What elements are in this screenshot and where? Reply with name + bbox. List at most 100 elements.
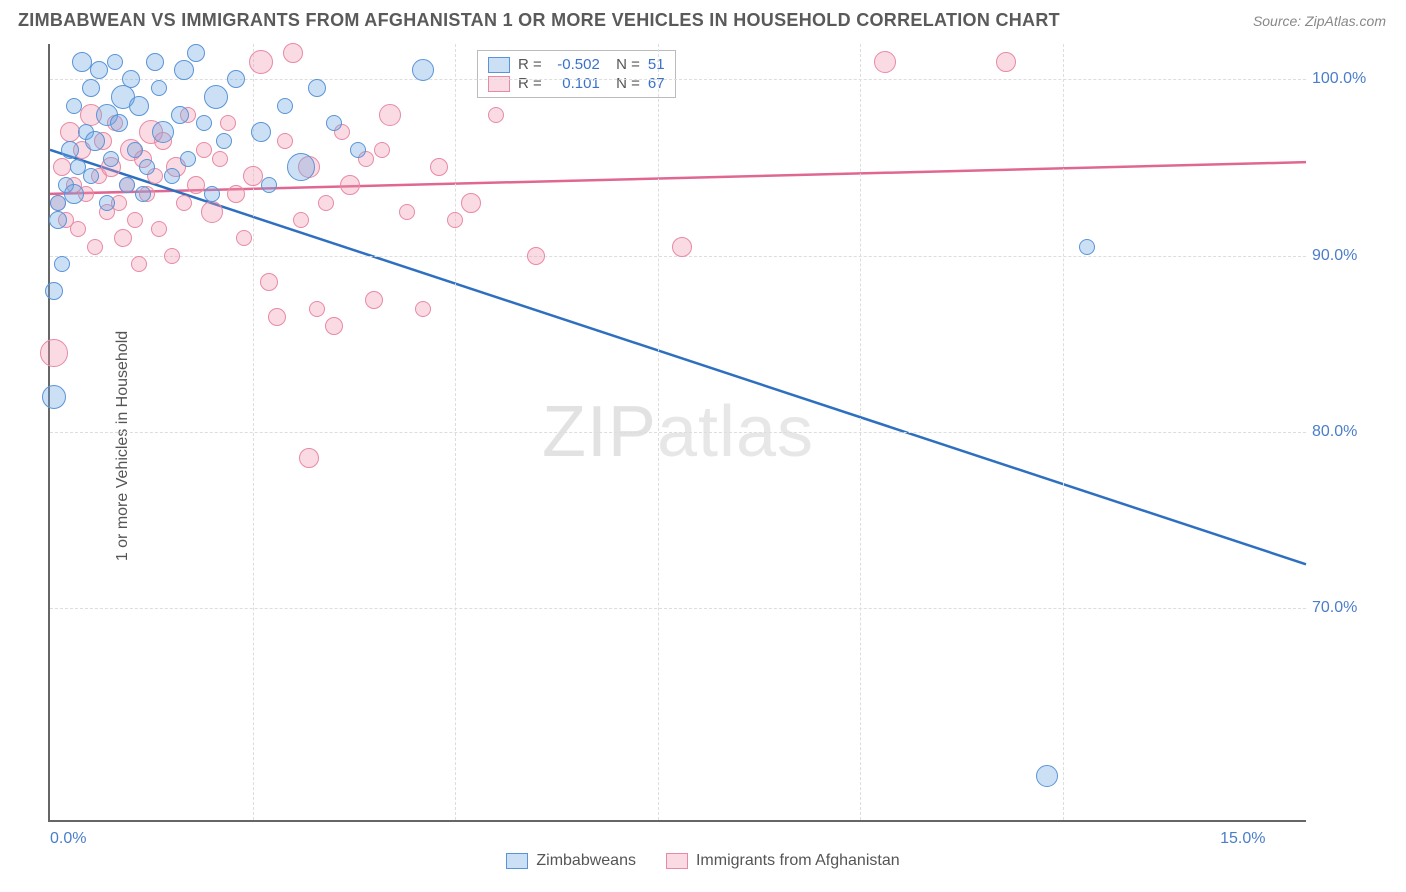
data-point-pink bbox=[340, 175, 360, 195]
source-label: Source: ZipAtlas.com bbox=[1253, 13, 1386, 29]
data-point-pink bbox=[201, 201, 223, 223]
stat-r-label: R = bbox=[518, 75, 542, 92]
data-point-blue bbox=[216, 133, 232, 149]
trend-line bbox=[50, 150, 1306, 564]
data-point-blue bbox=[180, 151, 196, 167]
data-point-blue bbox=[54, 256, 70, 272]
gridline-h bbox=[50, 432, 1306, 433]
data-point-blue bbox=[261, 177, 277, 193]
data-point-blue bbox=[151, 80, 167, 96]
data-point-pink bbox=[365, 291, 383, 309]
data-point-pink bbox=[299, 448, 319, 468]
data-point-blue bbox=[64, 184, 84, 204]
data-point-blue bbox=[251, 122, 271, 142]
data-point-blue bbox=[129, 96, 149, 116]
data-point-pink bbox=[114, 229, 132, 247]
data-point-blue bbox=[66, 98, 82, 114]
x-tick-label: 0.0% bbox=[50, 830, 86, 848]
data-point-blue bbox=[119, 177, 135, 193]
data-point-pink bbox=[164, 248, 180, 264]
data-point-blue bbox=[85, 131, 105, 151]
data-point-pink bbox=[527, 247, 545, 265]
data-point-blue bbox=[287, 153, 315, 181]
data-point-blue bbox=[204, 186, 220, 202]
data-point-pink bbox=[293, 212, 309, 228]
data-point-pink bbox=[488, 107, 504, 123]
stat-r-pink: 0.101 bbox=[550, 75, 600, 92]
data-point-blue bbox=[61, 141, 79, 159]
stat-n-blue: 51 bbox=[648, 56, 665, 73]
y-tick-label: 90.0% bbox=[1312, 247, 1392, 265]
gridline-v bbox=[860, 44, 861, 820]
data-point-pink bbox=[996, 52, 1016, 72]
y-tick-label: 80.0% bbox=[1312, 423, 1392, 441]
swatch-blue bbox=[506, 853, 528, 869]
data-point-pink bbox=[399, 204, 415, 220]
data-point-pink bbox=[176, 195, 192, 211]
data-point-blue bbox=[308, 79, 326, 97]
data-point-pink bbox=[309, 301, 325, 317]
legend-label-blue: Zimbabweans bbox=[536, 852, 636, 870]
data-point-pink bbox=[268, 308, 286, 326]
gridline-v bbox=[455, 44, 456, 820]
gridline-v bbox=[658, 44, 659, 820]
legend-row-pink: R = 0.101 N = 67 bbox=[488, 74, 665, 93]
data-point-blue bbox=[164, 168, 180, 184]
data-point-blue bbox=[204, 85, 228, 109]
data-point-blue bbox=[82, 79, 100, 97]
data-point-pink bbox=[220, 115, 236, 131]
data-point-pink bbox=[430, 158, 448, 176]
data-point-blue bbox=[1036, 765, 1058, 787]
data-point-pink bbox=[318, 195, 334, 211]
data-point-pink bbox=[461, 193, 481, 213]
y-tick-label: 70.0% bbox=[1312, 599, 1392, 617]
data-point-pink bbox=[53, 158, 71, 176]
data-point-pink bbox=[243, 166, 263, 186]
stat-r-label: R = bbox=[518, 56, 542, 73]
data-point-blue bbox=[127, 142, 143, 158]
data-point-pink bbox=[227, 185, 245, 203]
legend-item-pink: Immigrants from Afghanistan bbox=[666, 852, 900, 870]
data-point-pink bbox=[60, 122, 80, 142]
data-point-pink bbox=[187, 176, 205, 194]
data-point-pink bbox=[87, 239, 103, 255]
data-point-blue bbox=[326, 115, 342, 131]
data-point-pink bbox=[374, 142, 390, 158]
swatch-blue bbox=[488, 57, 510, 73]
data-point-blue bbox=[350, 142, 366, 158]
data-point-pink bbox=[874, 51, 896, 73]
stat-n-label: N = bbox=[608, 75, 640, 92]
data-point-blue bbox=[42, 385, 66, 409]
data-point-pink bbox=[151, 221, 167, 237]
data-point-pink bbox=[260, 273, 278, 291]
data-point-blue bbox=[135, 186, 151, 202]
swatch-pink bbox=[488, 76, 510, 92]
chart-plot-area: ZIPatlas R = -0.502 N = 51 R = 0.101 N =… bbox=[48, 44, 1306, 822]
data-point-blue bbox=[49, 211, 67, 229]
data-point-blue bbox=[45, 282, 63, 300]
data-point-pink bbox=[379, 104, 401, 126]
data-point-blue bbox=[90, 61, 108, 79]
chart-title: ZIMBABWEAN VS IMMIGRANTS FROM AFGHANISTA… bbox=[18, 10, 1060, 31]
data-point-blue bbox=[187, 44, 205, 62]
data-point-blue bbox=[174, 60, 194, 80]
data-point-pink bbox=[212, 151, 228, 167]
data-point-pink bbox=[283, 43, 303, 63]
y-tick-label: 100.0% bbox=[1312, 70, 1392, 88]
gridline-h bbox=[50, 608, 1306, 609]
data-point-pink bbox=[447, 212, 463, 228]
data-point-pink bbox=[325, 317, 343, 335]
data-point-pink bbox=[672, 237, 692, 257]
data-point-blue bbox=[107, 54, 123, 70]
data-point-blue bbox=[171, 106, 189, 124]
data-point-blue bbox=[227, 70, 245, 88]
data-point-pink bbox=[196, 142, 212, 158]
data-point-pink bbox=[131, 256, 147, 272]
data-point-pink bbox=[415, 301, 431, 317]
data-point-pink bbox=[277, 133, 293, 149]
stat-n-pink: 67 bbox=[648, 75, 665, 92]
legend-label-pink: Immigrants from Afghanistan bbox=[696, 852, 900, 870]
stat-r-blue: -0.502 bbox=[550, 56, 600, 73]
data-point-blue bbox=[110, 114, 128, 132]
data-point-blue bbox=[139, 159, 155, 175]
